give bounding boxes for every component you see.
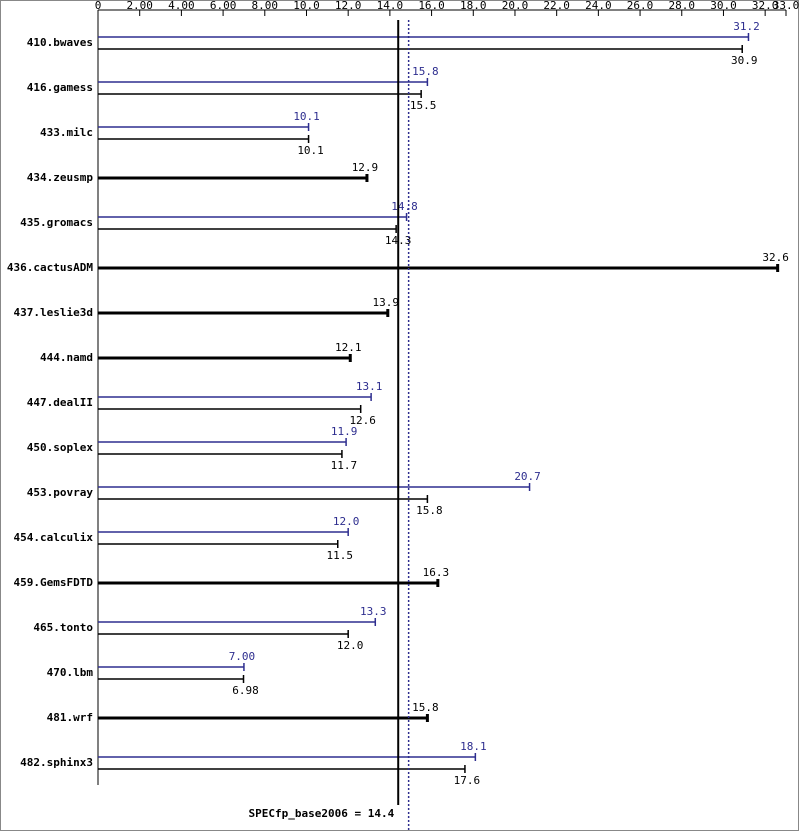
value-label: 10.1 xyxy=(293,110,320,123)
value-label: 12.9 xyxy=(352,161,379,174)
x-tick-label: 14.0 xyxy=(377,0,404,12)
bar xyxy=(98,579,440,587)
value-label: 17.6 xyxy=(454,774,481,787)
bar xyxy=(98,438,347,446)
value-label: 6.98 xyxy=(232,684,259,697)
bar xyxy=(98,495,429,503)
bar xyxy=(98,90,422,98)
x-tick-label: 18.0 xyxy=(460,0,487,12)
value-label: 13.1 xyxy=(356,380,383,393)
category-label: 434.zeusmp xyxy=(27,171,94,184)
bar xyxy=(98,225,397,233)
x-tick-label: 22.0 xyxy=(543,0,570,12)
bar xyxy=(98,174,369,182)
value-label: 12.0 xyxy=(333,515,360,528)
value-label: 15.8 xyxy=(412,65,439,78)
bar xyxy=(98,45,743,53)
reference-label: SPECfp_base2006 = 14.4 xyxy=(249,807,395,820)
category-label: 447.dealII xyxy=(27,396,93,409)
x-tick-label: 33.0 xyxy=(773,0,799,12)
category-label: 437.leslie3d xyxy=(14,306,93,319)
bar xyxy=(98,123,310,131)
value-label: 15.8 xyxy=(416,504,443,517)
value-label: 11.9 xyxy=(331,425,358,438)
value-label: 11.7 xyxy=(331,459,358,472)
x-tick-label: 30.0 xyxy=(710,0,737,12)
bar xyxy=(98,33,750,41)
value-label: 14.8 xyxy=(391,200,418,213)
value-label: 15.8 xyxy=(412,701,439,714)
value-label: 11.5 xyxy=(327,549,354,562)
bar xyxy=(98,213,408,221)
bar xyxy=(98,675,245,683)
x-tick-label: 28.0 xyxy=(669,0,696,12)
category-label: 453.povray xyxy=(27,486,94,499)
bar xyxy=(98,753,477,761)
reference-label: SPECfp2006 = 14.9 xyxy=(352,829,465,831)
value-label: 12.0 xyxy=(337,639,364,652)
value-label: 31.2 xyxy=(733,20,760,33)
value-label: 20.7 xyxy=(514,470,541,483)
category-label: 459.GemsFDTD xyxy=(14,576,94,589)
x-tick-label: 0 xyxy=(95,0,102,12)
category-label: 433.milc xyxy=(40,126,93,139)
category-label: 435.gromacs xyxy=(20,216,93,229)
x-tick-label: 8.00 xyxy=(252,0,279,12)
x-tick-label: 10.0 xyxy=(293,0,320,12)
x-tick-label: 4.00 xyxy=(168,0,195,12)
value-label: 13.9 xyxy=(373,296,400,309)
category-label: 416.gamess xyxy=(27,81,93,94)
value-label: 13.3 xyxy=(360,605,387,618)
value-label: 7.00 xyxy=(229,650,256,663)
bar xyxy=(98,630,349,638)
bar xyxy=(98,264,780,272)
x-tick-label: 2.00 xyxy=(126,0,153,12)
bar xyxy=(98,540,339,548)
bar xyxy=(98,354,352,362)
bar xyxy=(98,405,362,413)
category-label: 454.calculix xyxy=(14,531,94,544)
x-tick-label: 20.0 xyxy=(502,0,529,12)
x-tick-label: 12.0 xyxy=(335,0,362,12)
x-tick-label: 24.0 xyxy=(585,0,612,12)
bar xyxy=(98,135,310,143)
x-tick-label: 32.0 xyxy=(752,0,779,12)
x-tick-label: 26.0 xyxy=(627,0,654,12)
bar xyxy=(98,309,390,317)
category-label: 482.sphinx3 xyxy=(20,756,93,769)
category-label: 450.soplex xyxy=(27,441,94,454)
value-label: 18.1 xyxy=(460,740,487,753)
category-label: 470.lbm xyxy=(47,666,94,679)
bar xyxy=(98,714,429,722)
category-label: 465.tonto xyxy=(33,621,93,634)
bar xyxy=(98,78,429,86)
category-label: 444.namd xyxy=(40,351,93,364)
value-label: 12.6 xyxy=(349,414,376,427)
value-label: 32.6 xyxy=(762,251,789,264)
bar xyxy=(98,450,343,458)
value-label: 30.9 xyxy=(731,54,758,67)
bar xyxy=(98,663,245,671)
bar xyxy=(98,765,466,773)
x-tick-label: 16.0 xyxy=(418,0,445,12)
bar xyxy=(98,393,372,401)
x-tick-label: 6.00 xyxy=(210,0,237,12)
value-label: 12.1 xyxy=(335,341,362,354)
value-label: 15.5 xyxy=(410,99,437,112)
bar xyxy=(98,483,531,491)
category-label: 436.cactusADM xyxy=(7,261,93,274)
bar xyxy=(98,528,349,536)
category-label: 481.wrf xyxy=(47,711,93,724)
value-label: 16.3 xyxy=(423,566,450,579)
bar xyxy=(98,618,377,626)
value-label: 10.1 xyxy=(297,144,324,157)
category-label: 410.bwaves xyxy=(27,36,93,49)
